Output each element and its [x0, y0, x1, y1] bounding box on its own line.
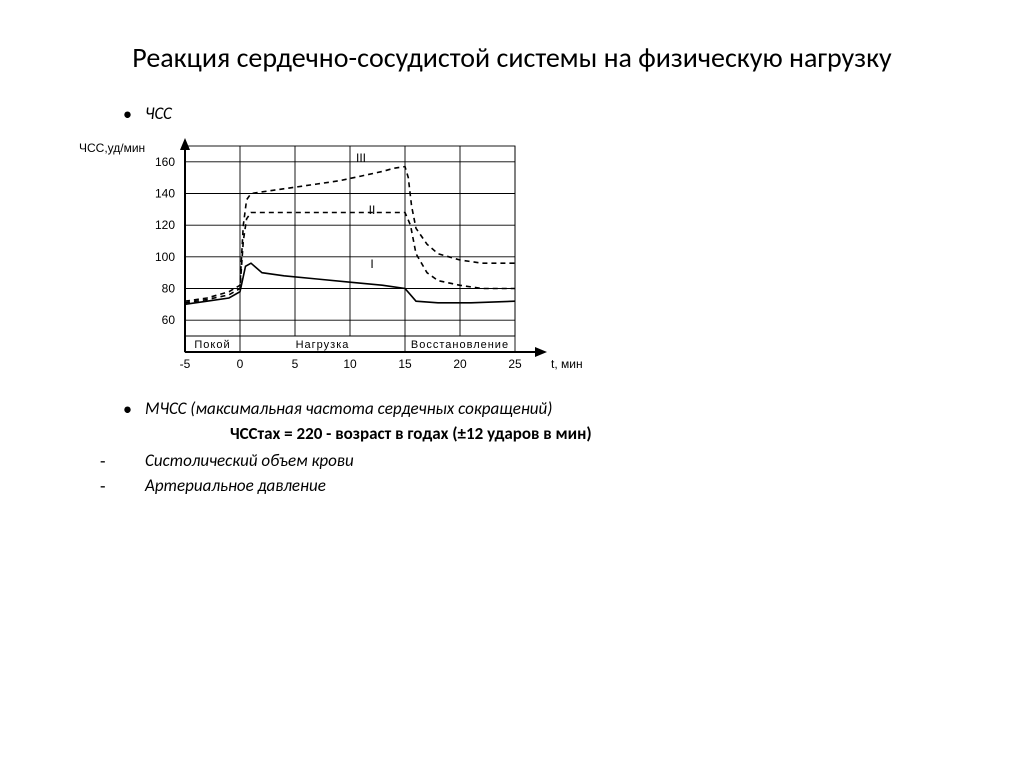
y-tick: 80 — [162, 282, 176, 296]
formula-hrmax: ЧССтах = 220 - возраст в годах (±12 удар… — [230, 423, 964, 444]
y-tick: 140 — [155, 187, 175, 201]
slide-title: Реакция сердечно-сосудистой системы на ф… — [60, 40, 964, 75]
y-tick: 160 — [155, 155, 175, 169]
series-label: III — [356, 151, 366, 165]
x-tick: 15 — [398, 357, 412, 371]
phase-label: Восстановление — [411, 339, 509, 351]
x-tick: 20 — [453, 357, 467, 371]
bullet-stroke-volume: Систолический объем крови — [145, 450, 964, 471]
y-tick: 60 — [162, 313, 176, 327]
x-tick: 10 — [343, 357, 357, 371]
y-tick: 120 — [155, 218, 175, 232]
series-label: II — [369, 203, 376, 217]
phase-label: Нагрузка — [296, 339, 350, 351]
hr-chart: ЧСС,уд/мин Покой Нагрузка Восстановление 60 8… — [65, 134, 964, 384]
bullet-mchss: МЧСС (максимальная частота сердечных сок… — [145, 398, 964, 419]
x-tick: 5 — [292, 357, 299, 371]
bullet-bp: Артериальное давление — [145, 475, 964, 496]
y-axis-title: ЧСС,уд/мин — [79, 141, 145, 155]
x-tick: -5 — [180, 357, 191, 371]
x-axis-title: t, мин — [551, 357, 583, 371]
y-tick: 100 — [155, 250, 175, 264]
x-tick: 0 — [237, 357, 244, 371]
bullet-chss: ЧСС — [145, 103, 964, 124]
x-tick: 25 — [508, 357, 522, 371]
phase-label: Покой — [194, 339, 230, 351]
series-label: I — [370, 257, 373, 271]
